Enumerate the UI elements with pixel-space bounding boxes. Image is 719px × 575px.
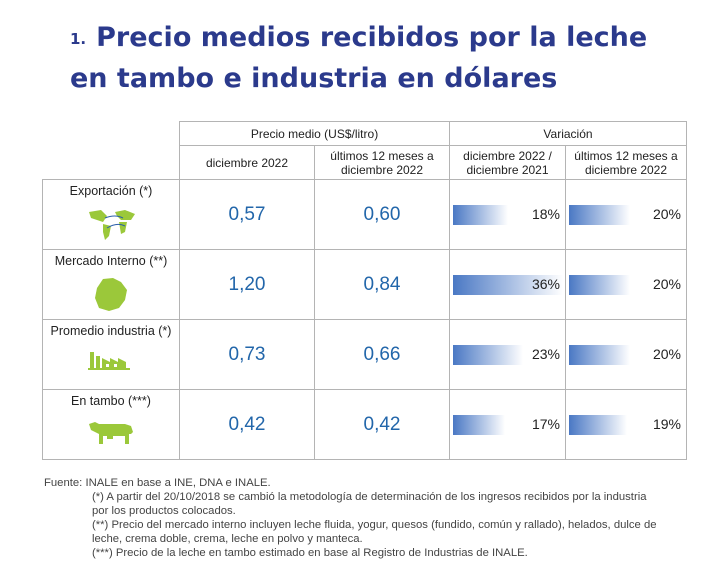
var-dec-bar (453, 204, 508, 225)
footnote-3: (***) Precio de la leche en tambo estima… (92, 547, 528, 559)
table-row: Promedio industria (*) 0,73 0,66 23% 20% (42, 319, 687, 390)
header-price-group: Precio medio (US$/litro) (179, 121, 450, 146)
var-12m-cell: 20% (565, 179, 687, 250)
var-dec-bar (453, 274, 563, 295)
var-12m-cell: 19% (565, 389, 687, 460)
var-dec-bar (453, 344, 523, 365)
var-12m-bar (569, 414, 627, 435)
cow-icon (89, 422, 133, 444)
row-label: Promedio industria (*) (50, 324, 172, 338)
footnote-2: (**) Precio del mercado interno incluyen… (92, 519, 657, 545)
var-dec-label: 17% (531, 415, 560, 432)
var-dec-bar (453, 414, 505, 435)
var-dec-label: 18% (531, 205, 560, 222)
var-12m-bar (569, 274, 630, 295)
price-dec-value: 0,42 (179, 389, 315, 460)
var-12m-cell: 20% (565, 319, 687, 390)
var-dec-cell: 23% (449, 319, 566, 390)
price-dec-value: 1,20 (179, 249, 315, 320)
var-dec-cell: 36% (449, 249, 566, 320)
row-label-cell: En tambo (***) (42, 389, 180, 460)
price-table: Precio medio (US$/litro) Variación dicie… (42, 121, 687, 460)
row-label-cell: Promedio industria (*) (42, 319, 180, 390)
var-dec-label: 23% (531, 345, 560, 362)
header-empty-2 (43, 146, 180, 180)
table-row: Mercado Interno (**) 1,20 0,84 36% 20% (42, 249, 687, 320)
var-12m-label: 20% (652, 205, 681, 222)
factory-icon (88, 352, 130, 370)
row-label: Exportación (*) (69, 184, 153, 198)
title-number: 1. (70, 29, 87, 48)
price-12m-value: 0,60 (314, 179, 450, 250)
price-dec-value: 0,73 (179, 319, 315, 390)
table-row: En tambo (***) 0,42 0,42 17% 19% (42, 389, 687, 460)
footnote-1: (*) A partir del 20/10/2018 se cambió la… (92, 491, 647, 517)
row-label: En tambo (***) (71, 394, 151, 408)
header-col-var-12m: últimos 12 meses a diciembre 2022 (565, 145, 687, 180)
row-label-cell: Exportación (*) (42, 179, 180, 250)
var-12m-label: 20% (652, 345, 681, 362)
price-dec-value: 0,57 (179, 179, 315, 250)
row-label-cell: Mercado Interno (**) (42, 249, 180, 320)
header-variation-group: Variación (449, 121, 687, 146)
price-12m-value: 0,84 (314, 249, 450, 320)
table-row: Exportación (*) 0,57 0,60 18% 20% (42, 179, 687, 250)
var-dec-cell: 17% (449, 389, 566, 460)
var-12m-cell: 20% (565, 249, 687, 320)
var-12m-bar (569, 204, 630, 225)
var-12m-label: 20% (652, 275, 681, 292)
header-empty (43, 122, 180, 146)
footnotes: Fuente: INALE en base a INE, DNA e INALE… (44, 476, 664, 560)
header-col-dec-2022: diciembre 2022 (179, 145, 315, 180)
var-12m-bar (569, 344, 630, 365)
price-12m-value: 0,42 (314, 389, 450, 460)
uruguay-map-icon (95, 278, 127, 311)
row-label: Mercado Interno (**) (54, 254, 168, 268)
source-note: Fuente: INALE en base a INE, DNA e INALE… (44, 477, 271, 489)
header-col-var-dec: diciembre 2022 / diciembre 2021 (449, 145, 566, 180)
header-col-12m: últimos 12 meses a diciembre 2022 (314, 145, 450, 180)
var-dec-cell: 18% (449, 179, 566, 250)
page-title: 1. Precio medios recibidos por la leche e… (70, 18, 690, 99)
title-text: Precio medios recibidos por la leche en … (70, 22, 648, 94)
var-12m-label: 19% (652, 415, 681, 432)
world-map-icon (89, 210, 135, 240)
price-12m-value: 0,66 (314, 319, 450, 390)
var-dec-label: 36% (531, 275, 560, 292)
